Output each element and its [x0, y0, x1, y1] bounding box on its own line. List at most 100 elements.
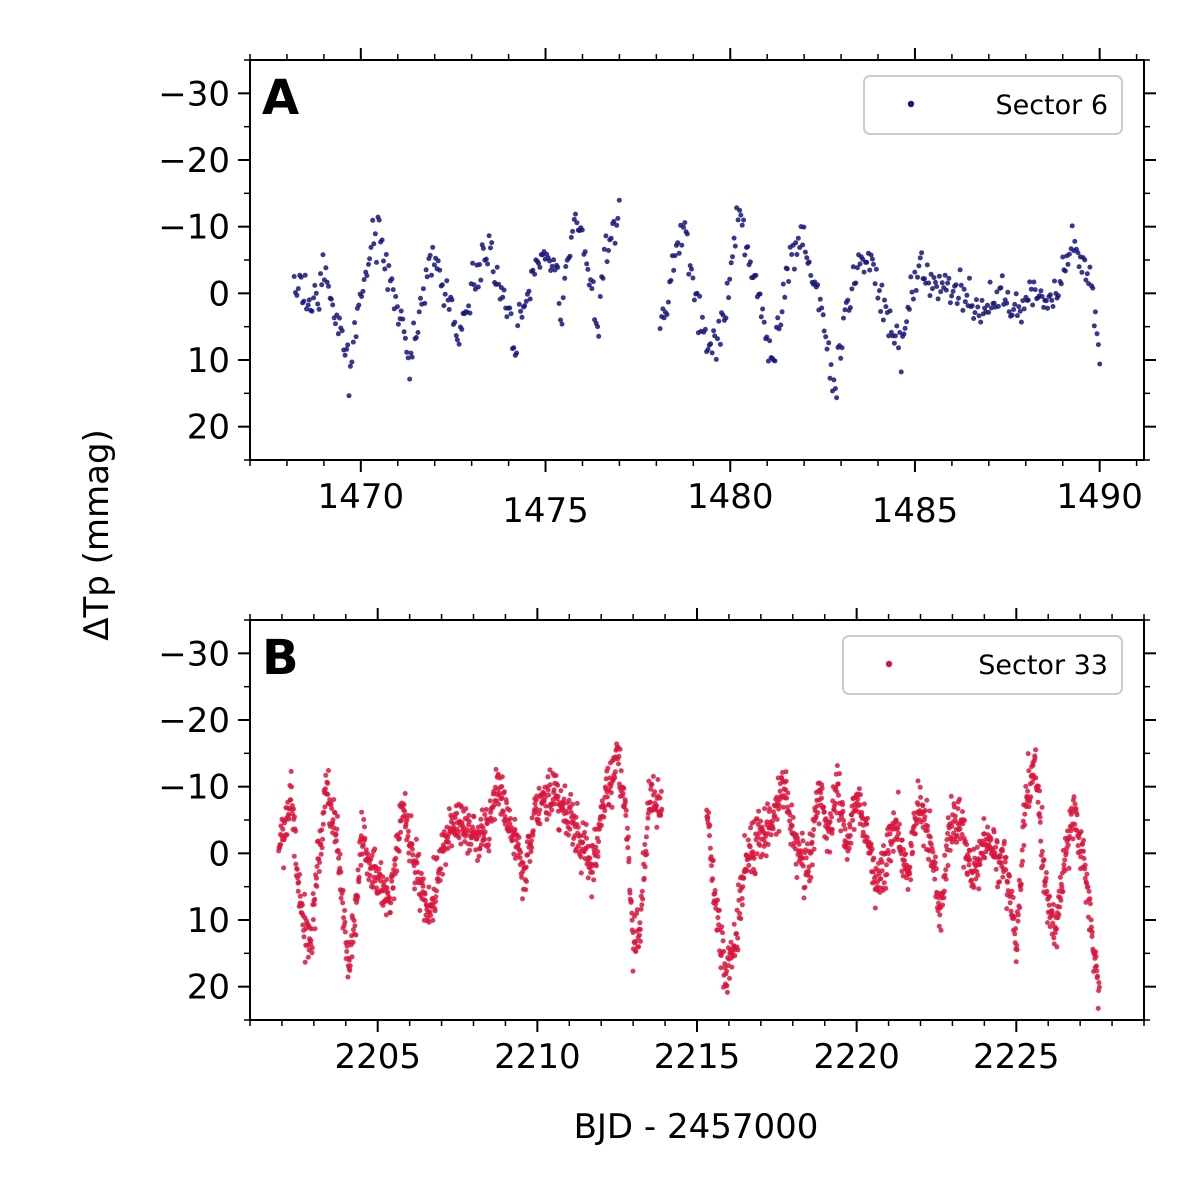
data-point: [309, 308, 315, 314]
data-point: [446, 307, 452, 312]
data-point: [350, 927, 356, 933]
data-point: [912, 269, 918, 275]
data-point: [657, 326, 663, 332]
data-point: [724, 968, 730, 974]
data-point: [774, 816, 780, 822]
data-point: [402, 335, 408, 341]
data-point: [1002, 859, 1008, 865]
data-point: [958, 282, 964, 288]
data-point: [328, 296, 334, 302]
data-point: [1082, 875, 1088, 881]
data-point: [913, 288, 919, 293]
data-point: [908, 843, 914, 849]
data-point: [883, 885, 889, 891]
panel-a-tick-labels: 1470 1475 1480 1485 1490 −30 −20 −10 0 10 20: [158, 74, 1143, 531]
data-point: [1009, 312, 1015, 318]
data-point: [644, 825, 650, 831]
data-point: [402, 808, 408, 814]
data-point: [655, 777, 661, 782]
data-point: [957, 836, 963, 842]
y-tick-label: 0: [208, 834, 230, 874]
data-point: [796, 841, 802, 847]
data-point: [622, 799, 628, 805]
data-point: [789, 252, 795, 257]
data-point: [508, 311, 514, 317]
data-point: [875, 295, 881, 301]
x-tick-label: 2220: [813, 1037, 900, 1077]
data-point: [383, 912, 389, 918]
data-point: [603, 233, 609, 239]
data-point: [968, 877, 974, 883]
data-point: [945, 863, 951, 868]
data-point: [567, 826, 573, 832]
data-point: [294, 866, 300, 872]
data-point: [1058, 897, 1064, 903]
data-point: [754, 816, 760, 822]
data-point: [402, 791, 408, 796]
data-point: [1091, 323, 1097, 329]
data-point: [434, 855, 440, 861]
data-point: [301, 298, 307, 304]
data-point: [387, 895, 392, 901]
data-point: [886, 333, 892, 339]
data-point: [836, 792, 841, 798]
data-point: [878, 309, 884, 314]
data-point: [927, 293, 933, 299]
data-point: [1032, 287, 1038, 293]
data-point: [545, 774, 551, 780]
data-point: [1049, 297, 1055, 303]
data-point: [896, 830, 902, 836]
data-point: [872, 281, 878, 287]
data-point: [629, 917, 635, 923]
data-point: [319, 845, 325, 851]
data-point: [431, 262, 437, 268]
data-point: [405, 355, 411, 361]
data-point: [899, 837, 905, 843]
data-point: [311, 295, 317, 301]
data-point: [589, 894, 595, 900]
data-point: [821, 809, 827, 815]
data-point: [1086, 888, 1092, 894]
data-point: [336, 855, 342, 861]
data-point: [355, 867, 361, 873]
data-point: [741, 217, 747, 223]
data-point: [763, 853, 769, 859]
data-point: [915, 274, 920, 280]
data-point: [715, 915, 721, 921]
data-point: [384, 877, 390, 882]
data-point: [346, 393, 352, 399]
data-point: [977, 857, 983, 863]
data-point: [1072, 238, 1078, 244]
data-point: [845, 297, 851, 303]
data-point: [779, 309, 785, 315]
data-point: [821, 328, 827, 334]
data-point: [302, 891, 308, 897]
data-point: [501, 789, 507, 795]
panel-b-ticks: [238, 608, 1156, 1032]
data-point: [584, 835, 589, 841]
data-point: [483, 807, 489, 812]
data-point: [527, 859, 533, 864]
data-point: [838, 828, 844, 834]
data-point: [1001, 838, 1007, 844]
data-point: [320, 821, 326, 827]
data-point: [765, 801, 770, 807]
data-point: [837, 771, 842, 777]
data-point: [789, 802, 795, 808]
data-point: [361, 817, 367, 822]
data-point: [752, 871, 758, 877]
data-point: [912, 831, 918, 837]
data-point: [747, 259, 753, 265]
data-point: [411, 320, 417, 326]
data-point: [444, 278, 450, 284]
data-point: [1027, 279, 1033, 285]
data-point: [352, 923, 358, 929]
data-point: [1057, 904, 1063, 910]
data-point: [291, 806, 296, 812]
panel-a-points: [291, 197, 1103, 401]
data-point: [940, 902, 946, 908]
data-point: [471, 814, 477, 820]
data-point: [523, 887, 529, 893]
data-point: [768, 832, 774, 838]
data-point: [342, 919, 348, 925]
